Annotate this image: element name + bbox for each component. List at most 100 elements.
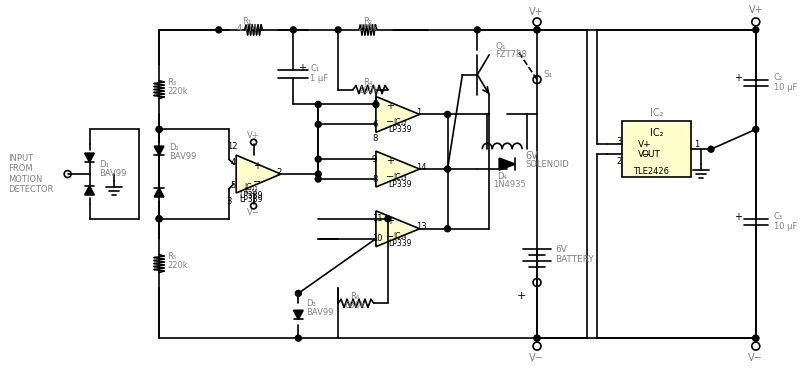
- Text: +: +: [386, 156, 394, 166]
- Polygon shape: [154, 188, 164, 197]
- Circle shape: [295, 335, 302, 341]
- Text: 10: 10: [372, 234, 382, 243]
- Circle shape: [290, 27, 296, 33]
- Circle shape: [156, 216, 162, 222]
- Circle shape: [753, 27, 758, 33]
- Text: LP339: LP339: [388, 239, 411, 248]
- Text: IC₁₂: IC₁₂: [393, 118, 406, 127]
- Text: BAV99: BAV99: [99, 169, 127, 177]
- Text: 270k: 270k: [358, 24, 378, 33]
- Text: R₄: R₄: [363, 78, 373, 87]
- Text: −: −: [386, 172, 394, 182]
- Text: LP339: LP339: [239, 192, 262, 200]
- FancyBboxPatch shape: [622, 121, 691, 177]
- Text: D₁: D₁: [99, 160, 110, 169]
- Text: +: +: [253, 161, 261, 171]
- Circle shape: [315, 176, 322, 182]
- Text: Q₁: Q₁: [495, 42, 506, 51]
- Circle shape: [445, 111, 450, 117]
- Text: BAV99: BAV99: [306, 308, 334, 317]
- Polygon shape: [499, 158, 515, 170]
- Text: 100k: 100k: [358, 86, 378, 95]
- Text: TLE2426: TLE2426: [634, 166, 670, 176]
- Text: D₂: D₂: [169, 143, 179, 152]
- Polygon shape: [294, 310, 303, 319]
- Text: INPUT
FROM
MOTION
DETECTOR: INPUT FROM MOTION DETECTOR: [8, 154, 54, 194]
- Circle shape: [708, 146, 714, 152]
- Text: 12: 12: [226, 142, 238, 151]
- Circle shape: [753, 126, 758, 132]
- Circle shape: [156, 216, 162, 222]
- Text: 220k: 220k: [167, 261, 188, 270]
- Circle shape: [534, 27, 540, 33]
- Circle shape: [534, 335, 540, 341]
- Text: IC₁₄: IC₁₄: [393, 232, 406, 241]
- Text: 6V
BATTERY: 6V BATTERY: [555, 245, 594, 264]
- Text: 9: 9: [372, 155, 377, 163]
- Text: +: +: [734, 212, 742, 222]
- Circle shape: [445, 226, 450, 232]
- Text: D₃: D₃: [306, 299, 316, 308]
- Text: 6: 6: [372, 120, 378, 129]
- Text: 3: 3: [617, 137, 622, 146]
- Polygon shape: [376, 211, 420, 246]
- Text: 8: 8: [372, 175, 378, 183]
- Polygon shape: [236, 155, 281, 193]
- Text: 220k: 220k: [167, 87, 188, 96]
- Text: V+: V+: [638, 140, 651, 149]
- Text: V−: V−: [638, 150, 651, 159]
- Text: 13: 13: [416, 222, 426, 231]
- Text: LP339: LP339: [388, 179, 411, 189]
- Polygon shape: [85, 153, 94, 162]
- Text: SOLENOID: SOLENOID: [525, 160, 569, 169]
- Circle shape: [315, 156, 322, 162]
- Text: BAV99: BAV99: [169, 152, 197, 161]
- Text: V+: V+: [749, 5, 763, 15]
- Text: R₆: R₆: [350, 292, 360, 301]
- Text: IC₁₁: IC₁₁: [244, 183, 258, 193]
- Text: +: +: [734, 73, 742, 83]
- Circle shape: [315, 101, 322, 107]
- Circle shape: [156, 126, 162, 132]
- Text: C₁
1 μF: C₁ 1 μF: [310, 64, 328, 83]
- Circle shape: [753, 335, 758, 341]
- Text: IC₂: IC₂: [650, 128, 663, 138]
- Text: +: +: [517, 292, 526, 301]
- Polygon shape: [376, 96, 420, 132]
- Text: 7: 7: [372, 100, 378, 109]
- Text: V+: V+: [247, 131, 260, 140]
- Circle shape: [474, 27, 480, 33]
- Text: 3: 3: [226, 197, 232, 206]
- Circle shape: [534, 335, 540, 341]
- Text: −: −: [386, 117, 394, 127]
- Text: 5: 5: [230, 182, 236, 190]
- Circle shape: [534, 27, 540, 33]
- Circle shape: [445, 166, 450, 172]
- Text: 8: 8: [372, 134, 378, 143]
- Circle shape: [335, 27, 341, 33]
- Text: +: +: [298, 63, 306, 73]
- Text: 1: 1: [416, 108, 421, 117]
- Text: 11: 11: [372, 214, 382, 223]
- Text: 2: 2: [277, 168, 282, 177]
- Text: V−: V−: [247, 208, 260, 217]
- Text: R₂: R₂: [363, 17, 373, 27]
- Text: R₃: R₃: [167, 78, 176, 87]
- Text: 6V: 6V: [525, 151, 538, 161]
- Text: +: +: [386, 216, 394, 226]
- Circle shape: [156, 126, 162, 132]
- Polygon shape: [85, 186, 94, 195]
- Text: C₃
10 μF: C₃ 10 μF: [774, 212, 797, 231]
- Text: 4: 4: [230, 158, 236, 167]
- Text: LP339: LP339: [388, 125, 411, 134]
- Text: 680k: 680k: [345, 301, 366, 310]
- Text: IC₁₃: IC₁₃: [393, 173, 406, 182]
- Circle shape: [315, 171, 322, 177]
- Text: LP339: LP339: [239, 196, 262, 204]
- Circle shape: [295, 290, 302, 296]
- Circle shape: [373, 101, 379, 107]
- Polygon shape: [154, 146, 164, 155]
- Circle shape: [753, 335, 758, 341]
- Text: R₁: R₁: [242, 17, 251, 27]
- Text: 1N4935: 1N4935: [494, 179, 526, 189]
